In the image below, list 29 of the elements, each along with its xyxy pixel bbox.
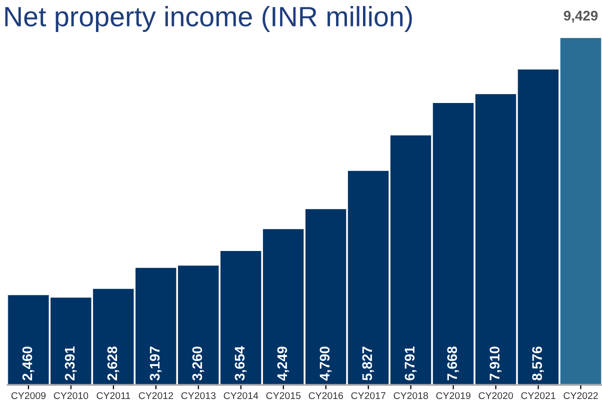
data-label: 2,628 xyxy=(107,346,120,380)
x-tick-label: CY2010 xyxy=(54,392,88,400)
data-label: 6,791 xyxy=(404,346,417,380)
data-label: 3,654 xyxy=(234,346,247,381)
x-tick-label: CY2014 xyxy=(224,392,258,400)
annotation: 9,429 xyxy=(564,10,598,23)
x-tick-label: CY2021 xyxy=(521,392,556,400)
data-label: 5,827 xyxy=(362,346,374,380)
x-tick-label: CY2016 xyxy=(308,392,343,400)
x-tick-label: CY2019 xyxy=(436,392,470,400)
data-label: 8,576 xyxy=(532,346,544,380)
x-tick-label: CY2018 xyxy=(394,392,428,400)
x-tick-label: CY2013 xyxy=(181,392,216,400)
chart-title: Net property income (INR million) xyxy=(5,6,412,32)
x-tick-label: CY2009 xyxy=(11,392,46,400)
x-tick-label: CY2022 xyxy=(564,392,598,400)
data-label: 2,460 xyxy=(22,346,34,380)
data-label: 4,249 xyxy=(277,346,290,381)
x-tick-label: CY2015 xyxy=(266,392,301,400)
data-label: 4,790 xyxy=(320,346,332,381)
data-label: 7,910 xyxy=(490,346,502,380)
x-tick-label: CY2012 xyxy=(138,392,173,400)
data-label: 3,197 xyxy=(150,346,162,381)
x-tick-label: CY2011 xyxy=(96,392,130,400)
data-label: 7,668 xyxy=(447,346,460,380)
x-tick-label: CY2017 xyxy=(351,392,386,400)
data-label: 3,260 xyxy=(192,346,204,381)
data-label: 2,391 xyxy=(64,346,77,380)
x-tick-label: CY2020 xyxy=(478,392,513,400)
